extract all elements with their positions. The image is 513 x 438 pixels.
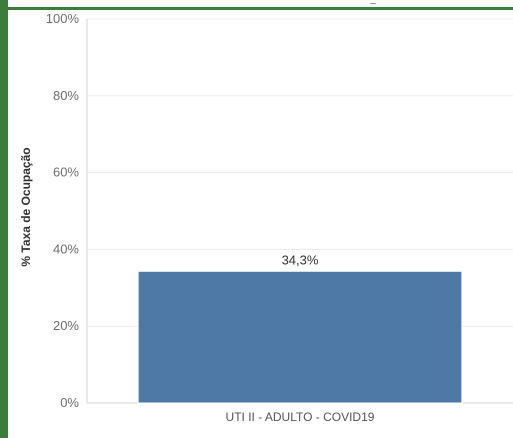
collapsed-marker — [370, 0, 376, 4]
bar[interactable] — [137, 270, 463, 404]
frame-top-inner — [8, 0, 513, 7]
y-tick-label: 0% — [60, 395, 79, 410]
y-tick-label: 80% — [53, 88, 79, 103]
y-tick-label: 40% — [53, 241, 79, 256]
y-axis-ticks: 0% 20% 40% 60% 80% 100% — [46, 11, 80, 410]
x-category-label: UTI II - ADULTO - COVID19 — [226, 410, 375, 424]
bar-value-label: 34,3% — [282, 252, 319, 267]
y-axis-label: % Taxa de Ocupação — [19, 147, 33, 266]
bars: 34,3% — [137, 252, 463, 404]
category-labels: UTI II - ADULTO - COVID19 — [226, 410, 375, 424]
y-tick-label: 60% — [53, 165, 79, 180]
y-tick-label: 100% — [46, 11, 80, 26]
frame-left-border — [0, 0, 8, 438]
y-tick-label: 20% — [53, 318, 79, 333]
